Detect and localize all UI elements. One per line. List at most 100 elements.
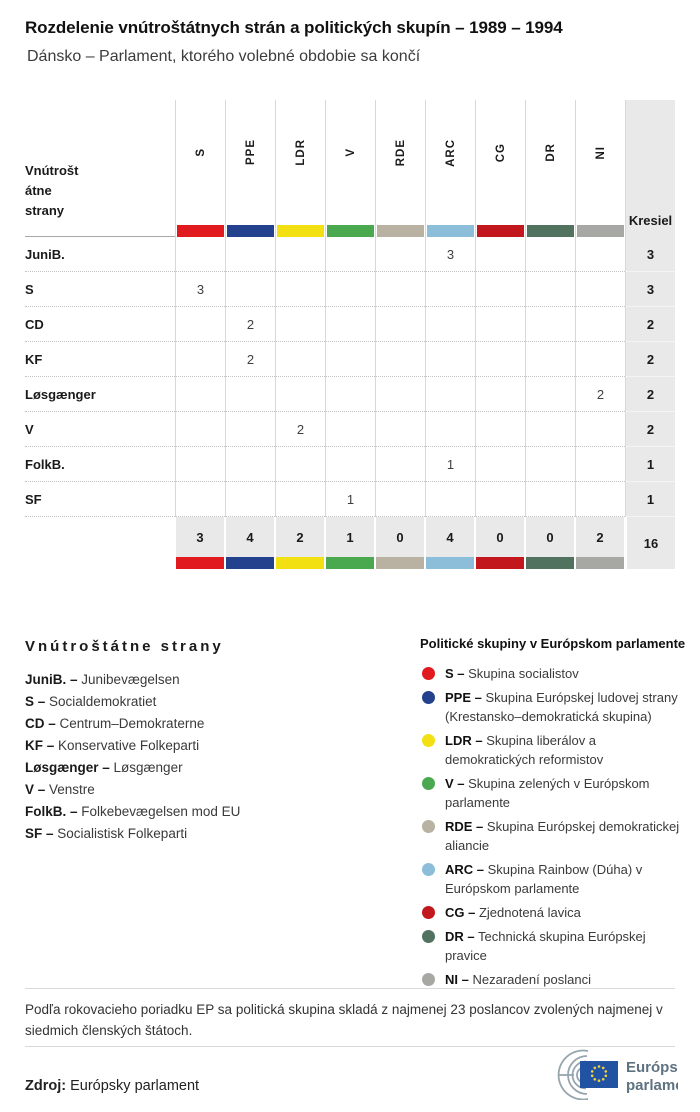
group-text: PPE – Skupina Európskej ludovej strany (… <box>445 688 688 726</box>
row-header-line: strany <box>25 203 65 218</box>
party-abbr: CD – <box>25 716 56 731</box>
party-abbr: V – <box>25 782 46 797</box>
table-cell <box>475 237 525 272</box>
party-row-label: S <box>25 272 175 307</box>
party-name: Junibevægelsen <box>81 672 180 687</box>
group-name: Skupina liberálov a demokratických refor… <box>445 733 604 767</box>
bottom-bar-cell <box>375 557 425 569</box>
group-total-cell: 3 <box>175 517 225 557</box>
table-cell <box>225 272 275 307</box>
bottom-bar-cell <box>175 557 225 569</box>
group-text: NI – Nezaradení poslanci <box>445 970 591 989</box>
table-cell <box>425 412 475 447</box>
bar-row-spacer <box>25 557 175 569</box>
table-cell <box>175 342 225 377</box>
table-cell <box>575 237 625 272</box>
group-total-cell: 2 <box>575 517 625 557</box>
legend-group-item: CG – Zjednotená lavica <box>420 903 688 922</box>
group-total-cell: 2 <box>275 517 325 557</box>
column-header-LDR: LDR <box>275 100 325 237</box>
column-label: NI <box>594 145 607 160</box>
rotated-label-wrap: V <box>326 100 375 205</box>
table-cell <box>525 342 575 377</box>
legend-parties-title: Vnútroštátne strany <box>25 638 224 655</box>
legend-group-item: V – Skupina zelených v Európskom parlame… <box>420 774 688 812</box>
group-text: ARC – Skupina Rainbow (Dúha) v Európskom… <box>445 860 688 898</box>
table-cell <box>275 237 325 272</box>
party-name: Centrum–Demokraterne <box>59 716 205 731</box>
table-cell <box>425 377 475 412</box>
group-abbr: V – <box>445 776 465 791</box>
table-cell <box>325 272 375 307</box>
group-text: S – Skupina socialistov <box>445 664 579 683</box>
table-cell <box>275 307 325 342</box>
source-value: Európsky parlament <box>70 1078 200 1094</box>
table-cell <box>425 482 475 517</box>
table-cell <box>375 307 425 342</box>
group-name: Nezaradení poslanci <box>472 972 591 987</box>
group-name: Technická skupina Európskej pravice <box>445 929 646 963</box>
party-row-label: FolkB. <box>25 447 175 482</box>
table-cell <box>325 377 375 412</box>
table-cell <box>575 272 625 307</box>
bottom-bar-cell <box>275 557 325 569</box>
table-cell <box>375 447 425 482</box>
rotated-label-wrap: LDR <box>276 100 325 205</box>
group-total-value: 3 <box>176 517 224 557</box>
column-label: PPE <box>244 139 257 166</box>
legend-group-item: S – Skupina socialistov <box>420 664 688 683</box>
group-total-cell: 1 <box>325 517 375 557</box>
column-header-V: V <box>325 100 375 237</box>
table-cell <box>175 412 225 447</box>
column-label: V <box>344 148 357 157</box>
legend-party-item: KF – Konservative Folkeparti <box>25 735 375 757</box>
group-name: Skupina zelených v Európskom parlamente <box>445 776 650 810</box>
party-abbr: Løsgænger – <box>25 760 110 775</box>
seats-cell: 2 <box>625 342 675 377</box>
party-row-label: KF <box>25 342 175 377</box>
table-cell <box>175 377 225 412</box>
group-color-bar <box>526 557 574 569</box>
bottom-bar-cell <box>425 557 475 569</box>
table-cell <box>525 272 575 307</box>
table-cell <box>225 482 275 517</box>
party-name: Venstre <box>49 782 95 797</box>
party-abbr: S – <box>25 694 46 709</box>
seats-cell: 3 <box>625 237 675 272</box>
group-text: DR – Technická skupina Európskej pravice <box>445 927 688 965</box>
table-cell <box>475 342 525 377</box>
eu-flag <box>580 1061 618 1088</box>
table-cell <box>275 342 325 377</box>
ep-logo-graphic: Európsky parlament <box>557 1049 698 1101</box>
group-abbr: S – <box>445 666 465 681</box>
table-cell <box>375 412 425 447</box>
table-cell <box>525 447 575 482</box>
bottom-bar-cell <box>325 557 375 569</box>
seats-cell: 3 <box>625 272 675 307</box>
party-row-label: CD <box>25 307 175 342</box>
legend-group-item: RDE – Skupina Európskej demokratickej al… <box>420 817 688 855</box>
group-total-cell: 0 <box>475 517 525 557</box>
rotated-label-wrap: DR <box>526 100 575 205</box>
group-name: Skupina Európskej demokratickej aliancie <box>445 819 680 853</box>
table-cell <box>525 307 575 342</box>
group-color-dot <box>422 667 435 680</box>
column-header-S: S <box>175 100 225 237</box>
legend-party-item: JuniB. – Junibevægelsen <box>25 669 375 691</box>
table-cell: 2 <box>275 412 325 447</box>
group-abbr: LDR – <box>445 733 483 748</box>
table-cell: 2 <box>575 377 625 412</box>
group-color-bar <box>176 557 224 569</box>
table-cell: 3 <box>175 272 225 307</box>
group-color-dot <box>422 930 435 943</box>
group-name: Skupina Európskej ludovej strany (Kresta… <box>445 690 678 724</box>
divider-line <box>25 988 675 989</box>
party-abbr: JuniB. – <box>25 672 78 687</box>
source-line: Zdroj: Európsky parlament <box>25 1078 199 1094</box>
table-cell <box>475 272 525 307</box>
distribution-table: Vnútrošt átne strany S PPE LDR V RDE ARC… <box>25 100 675 569</box>
column-label: S <box>194 148 207 157</box>
table-cell <box>225 237 275 272</box>
group-total-value: 1 <box>326 517 374 557</box>
legend-party-item: SF – Socialistisk Folkeparti <box>25 823 375 845</box>
